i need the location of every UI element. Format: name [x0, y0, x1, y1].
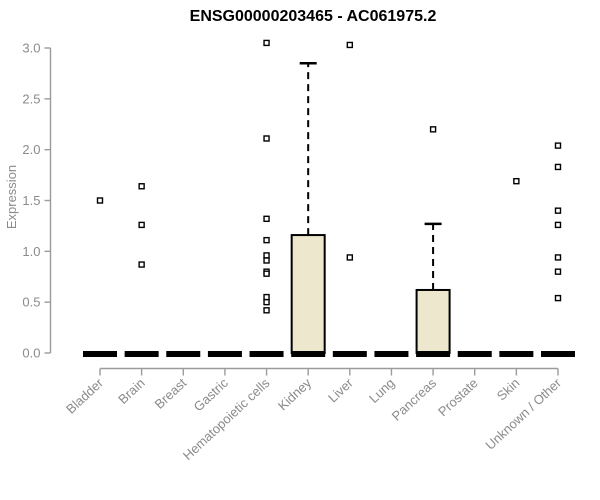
- category-label: Breast: [152, 375, 190, 412]
- median-bar: [332, 351, 367, 357]
- outlier-point: [263, 270, 270, 277]
- y-axis-title: Expression: [4, 165, 19, 229]
- outlier-point: [263, 293, 270, 301]
- y-tick-label: 1.5: [22, 193, 40, 208]
- median-bar: [83, 351, 117, 357]
- y-tick-label: 3.0: [22, 40, 40, 55]
- outlier-point: [138, 183, 145, 190]
- outlier-point: [346, 254, 354, 261]
- median-bar: [124, 351, 159, 357]
- y-tick-label: 2.5: [22, 91, 40, 106]
- outlier-point: [96, 197, 104, 204]
- category-label: Prostate: [435, 375, 481, 419]
- outlier-point: [554, 142, 562, 149]
- outlier-point: [554, 221, 562, 229]
- outlier-point: [263, 257, 270, 264]
- category-label: Bladder: [63, 375, 106, 417]
- outlier-point: [513, 177, 520, 185]
- median-bar: [291, 351, 326, 357]
- outlier-point: [263, 236, 270, 244]
- chart-title: ENSG00000203465 - AC061975.2: [190, 8, 437, 25]
- box: [415, 288, 451, 354]
- category-label: Skin: [494, 375, 523, 403]
- outlier-point: [554, 294, 562, 302]
- plot-area: 0.0 0.5 1.0 1.5 2.0 2.5 3.0 Bladder Brain Breast G…: [22, 39, 575, 463]
- median-bar: [499, 351, 534, 357]
- median-bar: [166, 351, 201, 357]
- category-label: Gastric: [191, 375, 232, 414]
- outlier-point: [263, 298, 270, 306]
- category-label: Kidney: [275, 375, 315, 413]
- outlier-point: [263, 252, 270, 259]
- outlier-point: [263, 215, 270, 222]
- outlier-point: [138, 261, 145, 268]
- category-label: Pancreas: [389, 375, 440, 424]
- median-bar: [374, 351, 409, 357]
- y-tick-label: 2.0: [22, 142, 40, 157]
- outlier-point: [346, 41, 354, 49]
- outlier-point: [429, 126, 437, 133]
- median-bar: [457, 351, 492, 357]
- y-tick-label: 0.0: [22, 346, 40, 361]
- category-label: Brain: [115, 375, 147, 407]
- category-label: Unknown / Other: [482, 375, 564, 453]
- box: [290, 234, 326, 355]
- y-tick-label: 1.0: [22, 244, 40, 259]
- median-bar: [249, 351, 284, 357]
- category-label: Liver: [325, 375, 356, 406]
- outlier-point: [263, 307, 270, 314]
- median-bar: [207, 351, 242, 357]
- outlier-point: [554, 163, 562, 171]
- outlier-point: [263, 39, 270, 47]
- median-bar: [416, 351, 451, 357]
- outlier-point: [138, 221, 145, 229]
- category-label: Lung: [366, 375, 397, 406]
- outlier-point: [554, 207, 562, 214]
- median-bar: [540, 351, 575, 357]
- outlier-point: [554, 268, 562, 275]
- outlier-point: [554, 254, 562, 261]
- y-tick-label: 0.5: [22, 295, 40, 310]
- outlier-point: [263, 135, 270, 142]
